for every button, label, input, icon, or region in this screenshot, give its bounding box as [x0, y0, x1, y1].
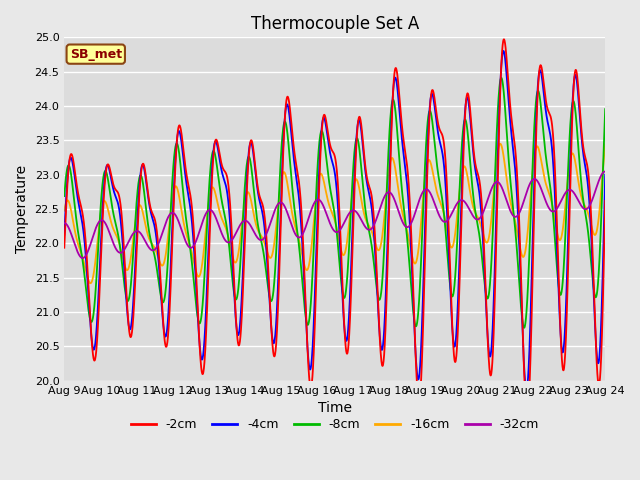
- Y-axis label: Temperature: Temperature: [15, 165, 29, 253]
- X-axis label: Time: Time: [317, 401, 352, 415]
- Legend: -2cm, -4cm, -8cm, -16cm, -32cm: -2cm, -4cm, -8cm, -16cm, -32cm: [125, 413, 544, 436]
- Text: SB_met: SB_met: [70, 48, 122, 60]
- Title: Thermocouple Set A: Thermocouple Set A: [251, 15, 419, 33]
